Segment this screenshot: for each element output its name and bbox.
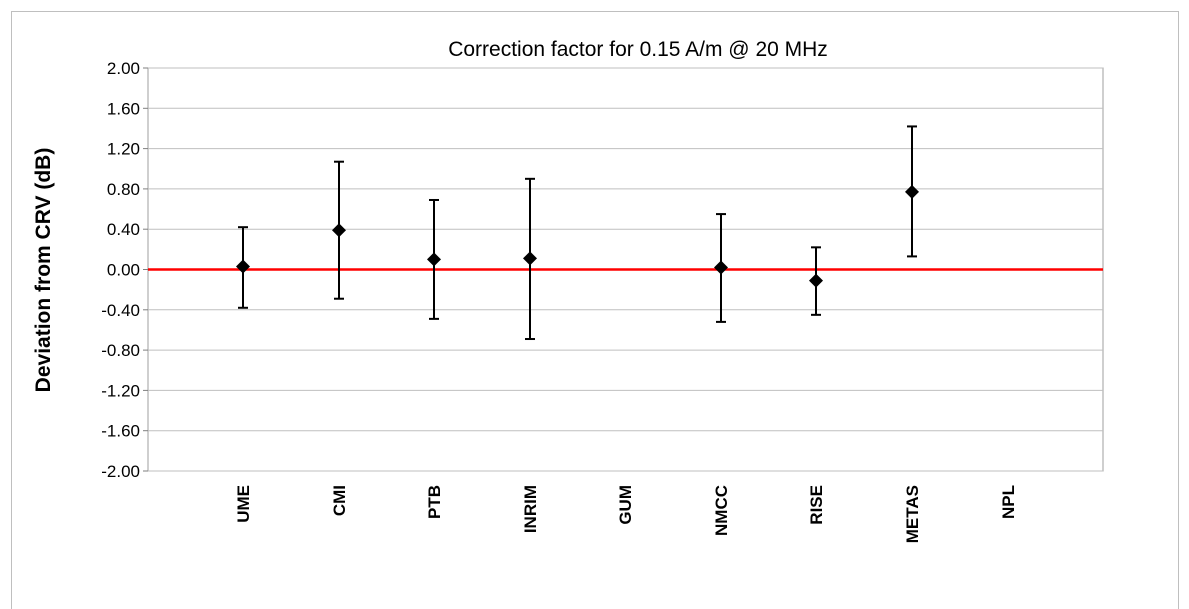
y-axis-label: Deviation from CRV (dB): [32, 148, 55, 393]
category-label: UME: [234, 485, 253, 523]
category-label: GUM: [616, 485, 635, 525]
y-tick-label: 1.60: [107, 99, 140, 118]
data-point-marker: [427, 252, 441, 267]
y-tick-label: 0.80: [107, 180, 140, 199]
y-tick-label: -1.60: [101, 422, 140, 441]
y-tick-label: 0.40: [107, 220, 140, 239]
data-point-marker: [236, 259, 250, 274]
y-tick-label: 2.00: [107, 59, 140, 78]
category-labels: UME CMI PTB INRIM GUM NMCC RISE METAS NPL: [234, 485, 1018, 543]
category-label: NPL: [999, 485, 1018, 519]
data-point-marker: [809, 273, 823, 288]
y-tick-label: -0.40: [101, 301, 140, 320]
category-label: CMI: [330, 485, 349, 516]
data-point-marker: [905, 184, 919, 199]
y-tick-label: 0.00: [107, 261, 140, 280]
data-point-marker: [523, 251, 537, 266]
category-label: NMCC: [712, 485, 731, 536]
category-label: INRIM: [521, 485, 540, 533]
data-point-marker: [332, 223, 346, 238]
y-tick-label: -2.00: [101, 462, 140, 481]
category-label: METAS: [903, 485, 922, 543]
y-tick-label: -0.80: [101, 341, 140, 360]
y-tick-label: 1.20: [107, 140, 140, 159]
y-tick-labels: 2.00 1.60 1.20 0.80 0.40 0.00 -0.40 -0.80 -1.20 -…: [101, 59, 140, 481]
category-label: PTB: [425, 485, 444, 519]
chart-title: Correction factor for 0.15 A/m @ 20 MHz: [448, 38, 828, 61]
category-label: RISE: [807, 485, 826, 525]
chart-frame: [11, 11, 1179, 609]
data-points: [236, 184, 919, 288]
y-tick-label: -1.20: [101, 381, 140, 400]
data-point-marker: [714, 260, 728, 275]
